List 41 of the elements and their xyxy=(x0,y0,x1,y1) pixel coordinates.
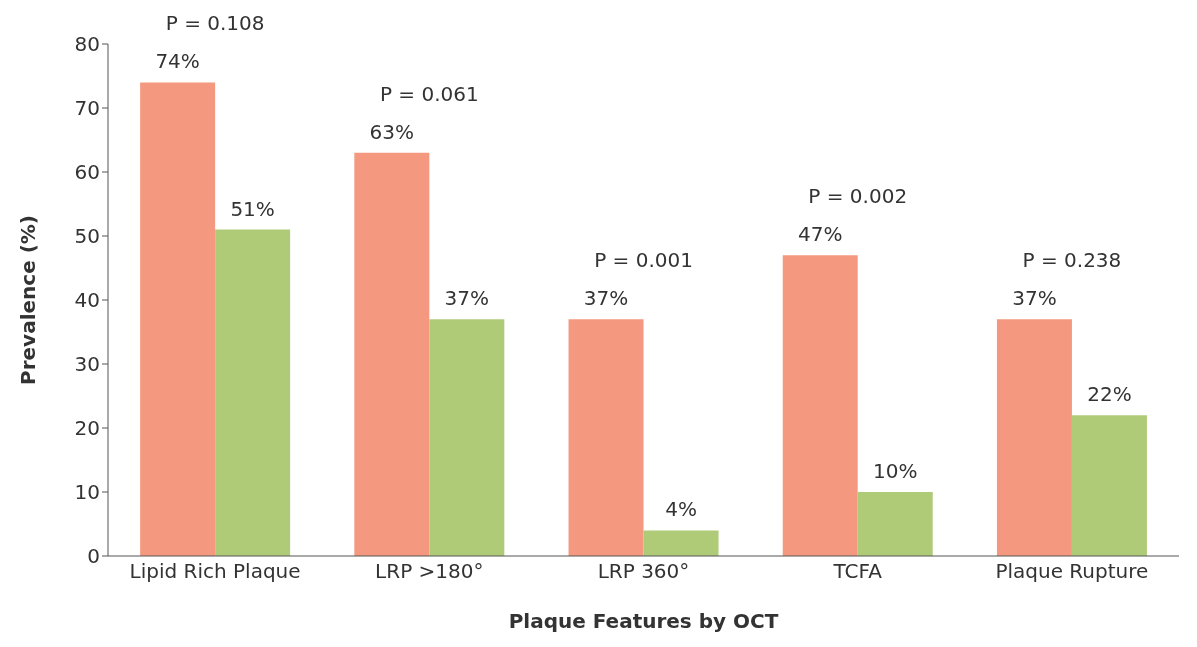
annotation: P = 0.001 xyxy=(594,248,693,273)
x-tick-label: Lipid Rich Plaque xyxy=(129,559,301,584)
bar xyxy=(568,319,644,556)
bar xyxy=(140,82,216,556)
x-tick-label: LRP 360° xyxy=(597,559,690,584)
bar xyxy=(1071,415,1147,556)
bar xyxy=(643,530,719,556)
data-label: 22% xyxy=(1087,382,1132,407)
bar xyxy=(782,255,858,556)
y-tick-label: 10 xyxy=(74,480,100,505)
y-tick-label: 50 xyxy=(74,224,100,249)
bar xyxy=(215,229,291,556)
bar xyxy=(429,319,505,556)
data-label: 4% xyxy=(665,497,697,522)
y-axis-title: Prevalence (%) xyxy=(16,215,41,385)
x-axis-title: Plaque Features by OCT xyxy=(508,609,779,633)
data-label: 10% xyxy=(873,459,918,483)
y-tick-label: 70 xyxy=(74,96,100,121)
bar xyxy=(354,152,430,556)
y-tick-label: 20 xyxy=(74,416,100,441)
data-label: 63% xyxy=(369,119,415,144)
x-tick-label: LRP >180° xyxy=(375,559,484,584)
text: P = 0.108 xyxy=(165,11,265,36)
x-tick-label: TCFA xyxy=(832,559,883,584)
y-tick-label: 30 xyxy=(74,352,100,377)
y-tick-label: 0 xyxy=(87,544,100,569)
annotation: P = 0.238 xyxy=(1022,248,1122,273)
y-tick-label: 80 xyxy=(74,32,100,57)
y-tick-label: 60 xyxy=(74,160,100,185)
y-tick-label: 40 xyxy=(74,288,100,313)
annotation: P = 0.061 xyxy=(379,81,479,106)
bar xyxy=(857,492,933,556)
data-label: 37% xyxy=(444,286,490,311)
data-label: 51% xyxy=(230,196,275,221)
bar xyxy=(996,319,1072,556)
data-label: 37% xyxy=(583,286,629,311)
data-label: 47% xyxy=(798,222,843,247)
data-label: 37% xyxy=(1012,286,1057,311)
annotation: P = 0.002 xyxy=(808,184,908,209)
x-tick-label: Plaque Rupture xyxy=(995,559,1149,584)
data-label: 74% xyxy=(155,49,200,74)
